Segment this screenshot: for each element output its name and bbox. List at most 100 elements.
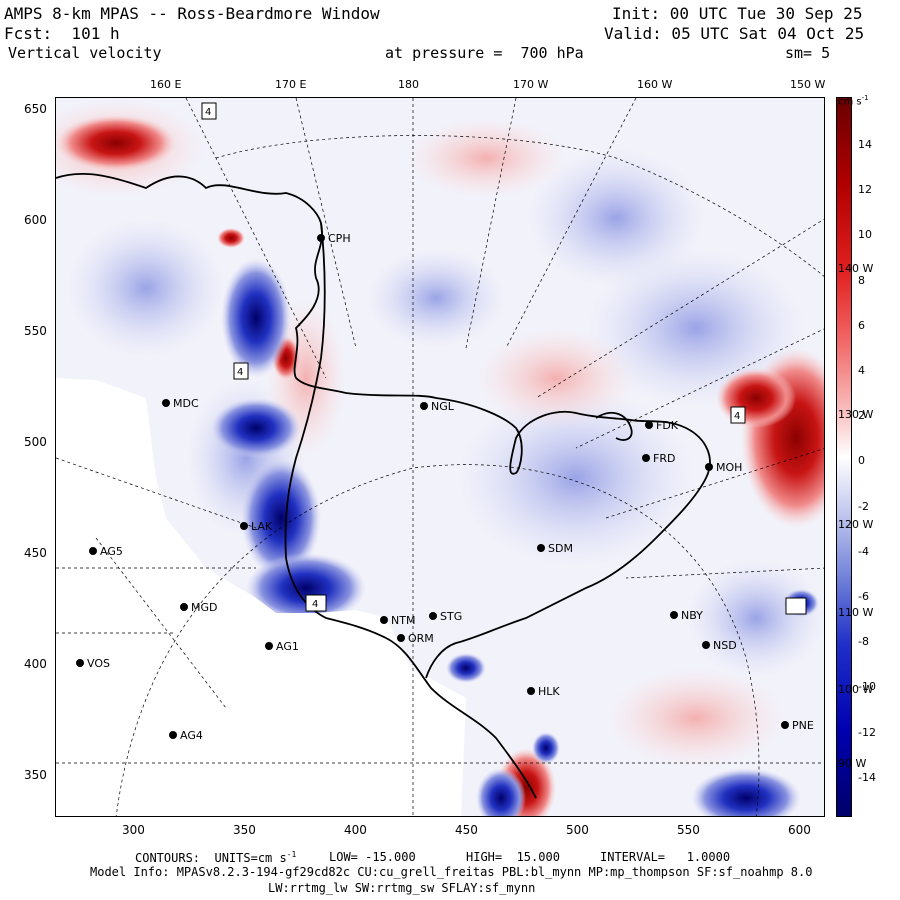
station-label: STG (440, 610, 462, 623)
station-marker (397, 634, 405, 642)
station-label: NTM (391, 614, 415, 627)
station-label: CPH (328, 232, 351, 245)
station-marker (420, 402, 428, 410)
svg-text:4: 4 (205, 107, 211, 118)
right-lon-label: 120 W (838, 518, 874, 531)
station-label: MGD (191, 601, 218, 614)
station-layer: CPH MDC NGL FDK FRD MOH LAK AG5 SDM MGD NBY STG NTM O… (76, 232, 814, 742)
station-label: ORM (408, 632, 434, 645)
colorbar-tick: 8 (858, 273, 865, 287)
colorbar-units: cm s-1 (838, 94, 869, 108)
station-label: FDK (656, 419, 679, 432)
weak-sinking-areas (66, 148, 824, 678)
y-tick-label: 350 (24, 768, 47, 782)
subdomain-boxes (201, 102, 807, 615)
station-marker (642, 454, 650, 462)
map-svg: 4 4 4 4 CPH MDC NGL FDK FRD MOH LAK AG5 SDM MGD NB… (56, 98, 824, 816)
y-tick-label: 450 (24, 546, 47, 560)
colorbar-tick: 10 (858, 228, 872, 242)
map-grid (56, 98, 824, 816)
top-lon-label: 180 (398, 78, 419, 91)
x-tick-label: 350 (233, 823, 256, 837)
svg-text:4: 4 (734, 411, 740, 422)
colorbar-tick: -14 (858, 770, 876, 784)
map-title: AMPS 8-km MPAS -- Ross-Beardmore Window (4, 4, 380, 23)
colorbar-tick: -2 (858, 499, 869, 513)
station-label: AG4 (180, 729, 203, 742)
station-marker (781, 721, 789, 729)
y-tick-label: 550 (24, 324, 47, 338)
y-tick-label: 500 (24, 435, 47, 449)
station-label: SDM (548, 542, 573, 555)
contours-interval: INTERVAL= 1.0000 (600, 850, 731, 864)
station-marker (265, 642, 273, 650)
station-label: VOS (87, 657, 110, 670)
right-lon-label: 140 W (838, 262, 874, 275)
colorbar-tick: 14 (858, 138, 872, 151)
colorbar-tick: -10 (858, 680, 876, 694)
colorbar-tick: 0 (858, 454, 865, 468)
x-tick-label: 550 (677, 823, 700, 837)
colorbar-tick: 4 (858, 364, 865, 377)
station-label: MOH (716, 461, 742, 474)
station-label: FRD (653, 452, 675, 465)
station-label: AG5 (100, 545, 123, 558)
forecast-hour: Fcst: 101 h (4, 24, 120, 43)
contours-high: HIGH= 15.000 (466, 850, 560, 864)
station-marker (89, 547, 97, 555)
pressure-level: at pressure = 700 hPa (385, 44, 584, 62)
station-label: NGL (431, 400, 455, 413)
station-marker (162, 399, 170, 407)
map-panel: 4 4 4 4 CPH MDC NGL FDK FRD MOH LAK AG5 SDM MGD NB… (55, 97, 825, 817)
station-label: HLK (538, 685, 560, 698)
subdomain-box-labels: 4 4 4 4 (205, 107, 740, 610)
x-tick-label: 500 (566, 823, 589, 837)
station-label: LAK (251, 520, 273, 533)
station-label: MDC (173, 397, 199, 410)
station-marker (380, 616, 388, 624)
right-lon-label: 100 W (838, 683, 874, 696)
station-label: AG1 (276, 640, 299, 653)
x-tick-label: 400 (344, 823, 367, 837)
colorbar-tick: 6 (858, 318, 865, 332)
colorbar (836, 97, 852, 817)
colorbar-tick: 12 (858, 183, 872, 197)
valid-time: Valid: 05 UTC Sat 04 Oct 25 (604, 24, 865, 43)
station-marker (705, 463, 713, 471)
station-marker (180, 603, 188, 611)
x-tick-label: 600 (788, 823, 811, 837)
colorbar-tick: -4 (858, 544, 869, 558)
no-data-area (56, 378, 466, 816)
station-label: NSD (713, 639, 737, 652)
svg-text:4: 4 (312, 599, 318, 610)
station-marker (169, 731, 177, 739)
station-marker (76, 659, 84, 667)
svg-text:4: 4 (237, 367, 243, 378)
colorbar-tick: -6 (858, 590, 869, 603)
model-info: Model Info: MPASv8.2.3-194-gf29cd82c CU:… (90, 865, 813, 879)
right-lon-label: 110 W (838, 606, 874, 619)
model-info-line2: LW:rrtmg_lw SW:rrtmg_sw SFLAY:sf_mynn (268, 881, 536, 895)
station-label: PNE (792, 719, 814, 732)
top-lon-label: 170 E (275, 78, 307, 91)
station-label: NBY (681, 609, 703, 622)
x-tick-label: 450 (455, 823, 478, 837)
top-lon-label: 150 W (790, 78, 826, 91)
contours-low: LOW= -15.000 (329, 850, 416, 864)
station-marker (670, 611, 678, 619)
right-lon-label: 130 W (838, 408, 874, 421)
colorbar-tick: 2 (858, 409, 865, 423)
top-lon-label: 160 W (637, 78, 673, 91)
top-lon-label: 170 W (513, 78, 549, 91)
field-name: Vertical velocity (8, 44, 162, 62)
station-marker (702, 641, 710, 649)
init-time: Init: 00 UTC Tue 30 Sep 25 (612, 4, 863, 23)
y-tick-label: 400 (24, 657, 47, 671)
station-marker (527, 687, 535, 695)
x-tick-label: 300 (122, 823, 145, 837)
station-marker (317, 234, 325, 242)
colorbar-tick: -8 (858, 635, 869, 649)
smoothing: sm= 5 (785, 44, 831, 62)
y-tick-label: 650 (24, 102, 47, 116)
colorbar-tick: -12 (858, 725, 876, 739)
